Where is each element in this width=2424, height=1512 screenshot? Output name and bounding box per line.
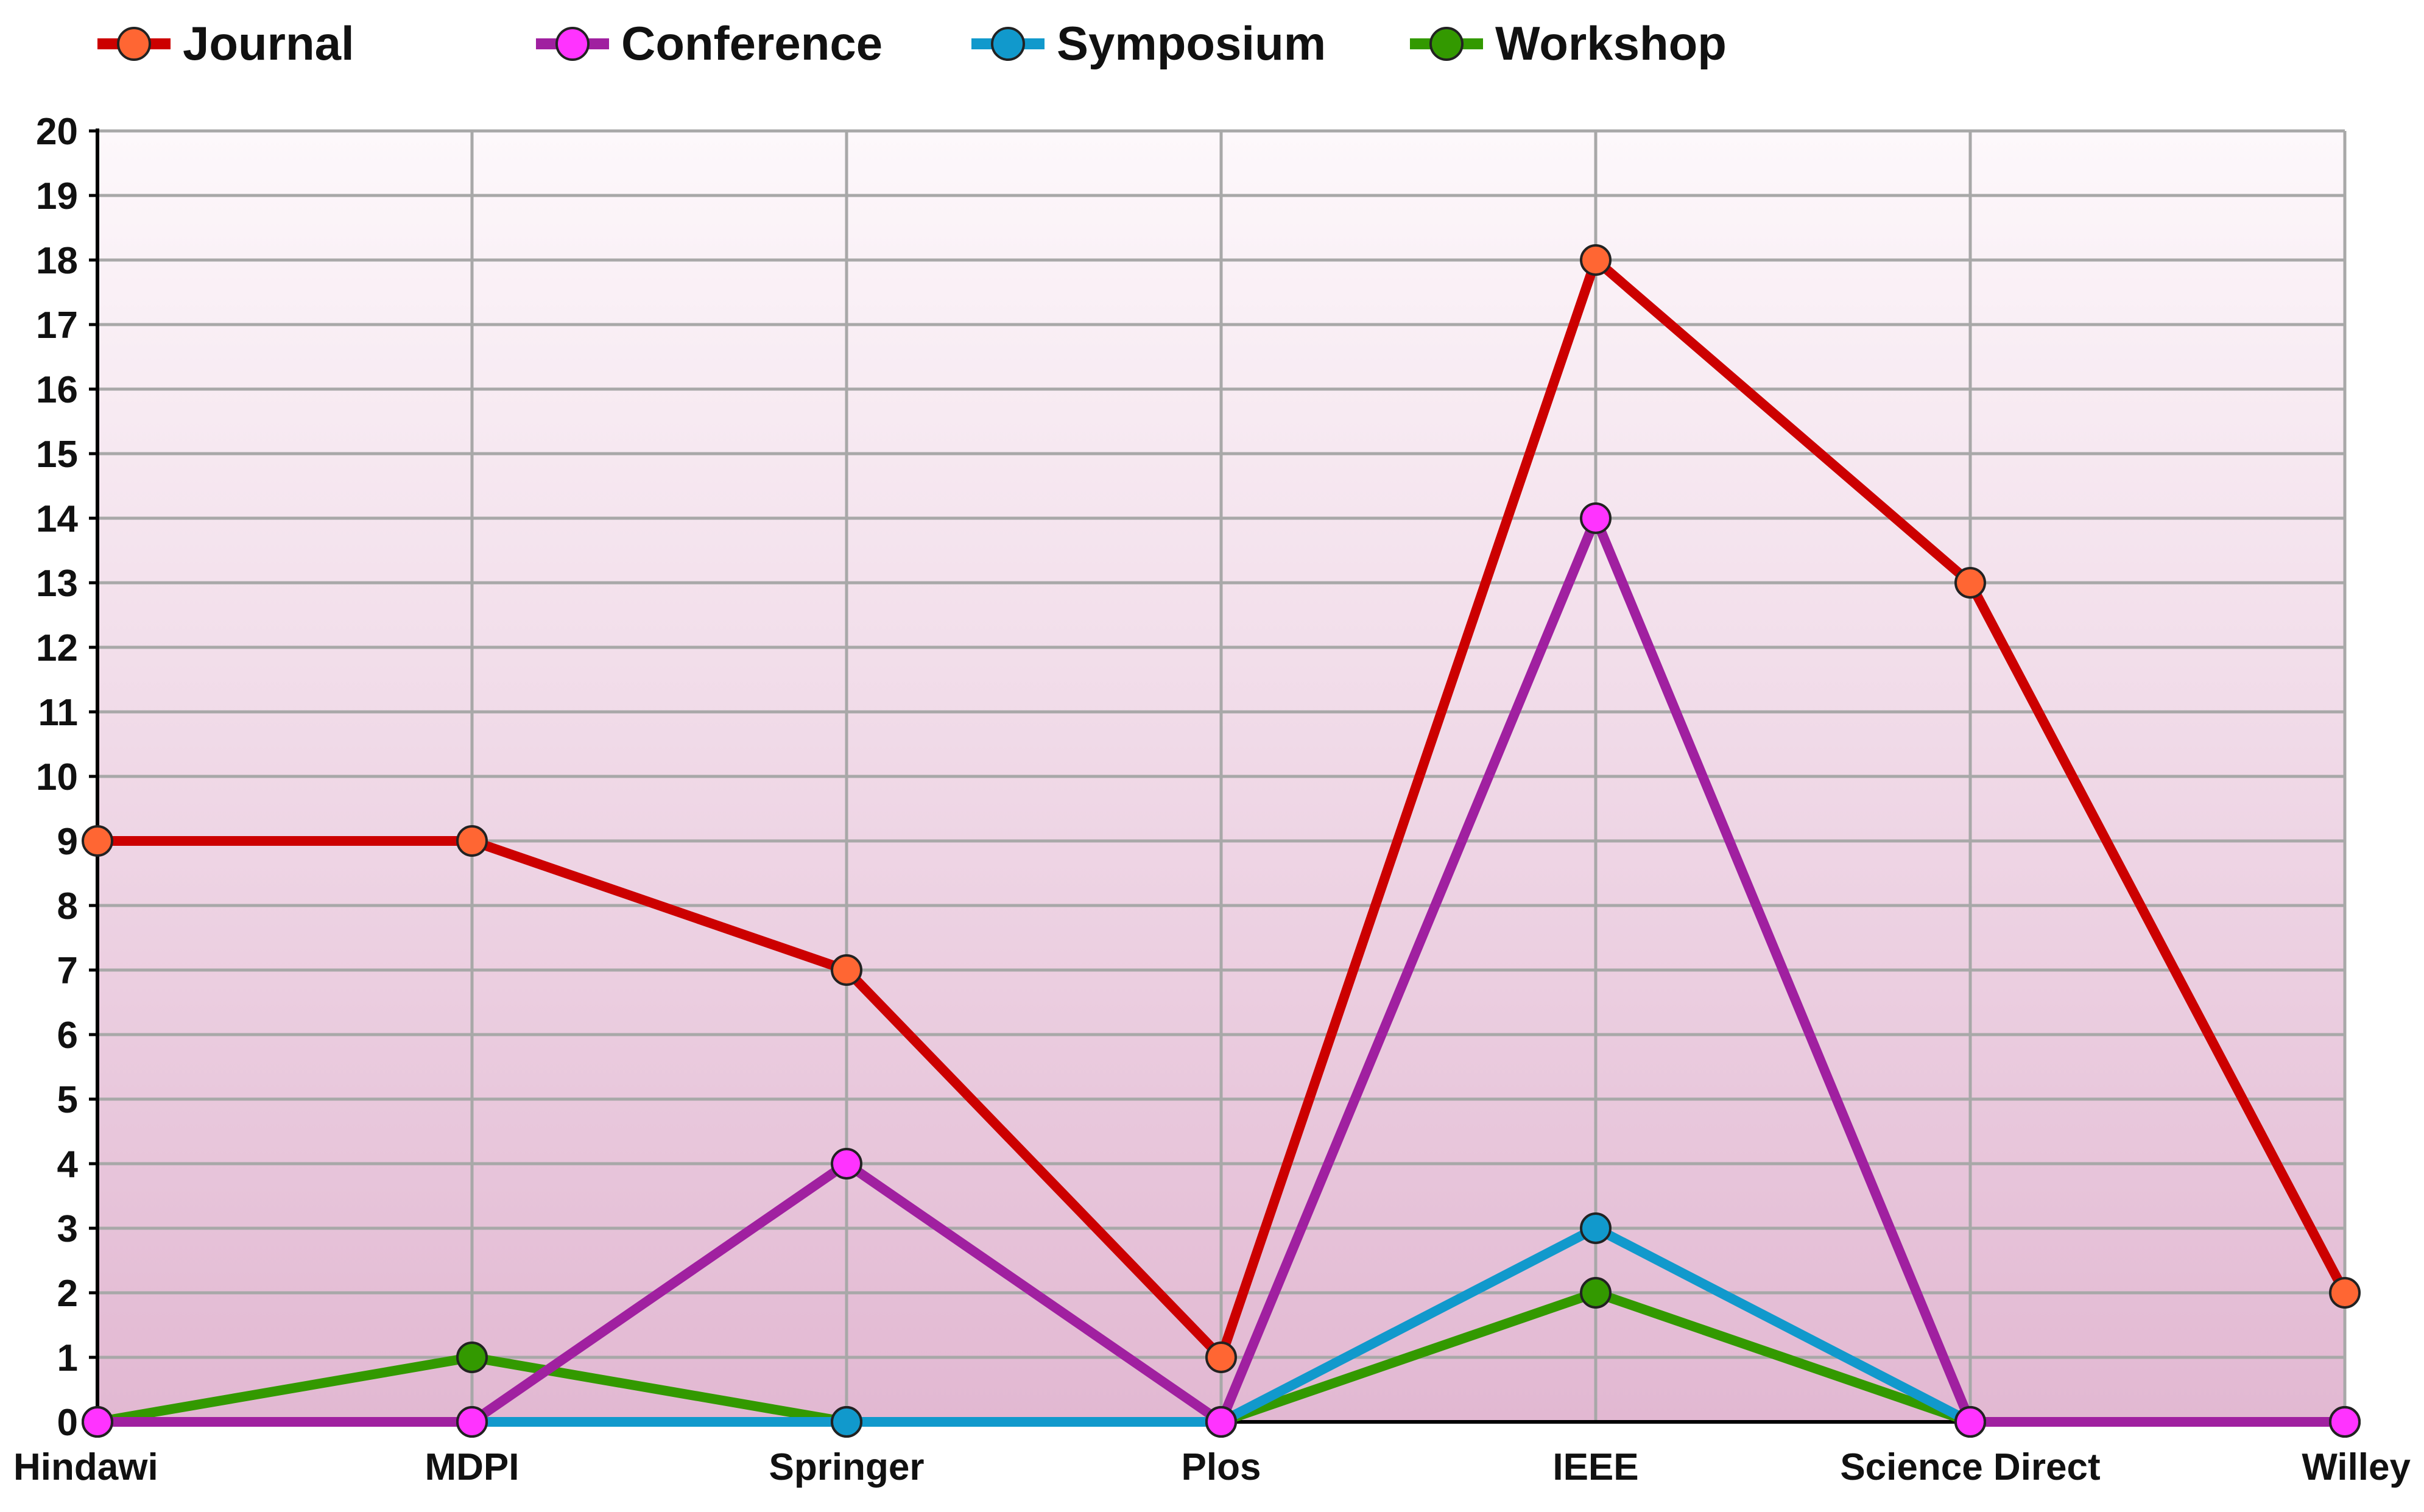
data-point-journal	[1580, 244, 1612, 276]
y-tick-label: 11	[38, 692, 78, 734]
x-tick-label: Hindawi	[13, 1446, 158, 1488]
x-tick-label: Springer	[769, 1446, 925, 1488]
legend-label-symposium: Symposium	[1057, 16, 1326, 70]
y-tick-label: 16	[36, 369, 78, 411]
data-point-symposium	[831, 1406, 862, 1438]
data-point-journal	[1954, 567, 1986, 599]
data-point-conference	[1954, 1406, 1986, 1438]
legend-marker-journal	[117, 27, 151, 61]
y-tick-label: 18	[36, 240, 78, 282]
y-tick-label: 2	[57, 1273, 78, 1315]
data-point-journal	[2329, 1277, 2361, 1309]
legend-label-journal: Journal	[183, 16, 354, 70]
y-tick-label: 8	[57, 885, 78, 927]
x-tick-label: IEEE	[1552, 1446, 1638, 1488]
legend-label-conference: Conference	[621, 16, 883, 70]
y-tick-label: 1	[57, 1337, 78, 1379]
legend-marker-conference	[555, 27, 590, 61]
y-tick-label: 20	[36, 111, 78, 153]
series-markers	[82, 244, 2361, 1438]
y-tick-label: 10	[36, 756, 78, 798]
y-tick-label: 13	[36, 563, 78, 605]
data-point-journal	[1205, 1341, 1237, 1373]
legend: Journal Conference Symposium Workshop	[97, 16, 1727, 70]
y-tick-label: 15	[36, 434, 78, 476]
data-point-conference	[2329, 1406, 2361, 1438]
legend-marker-workshop	[1429, 27, 1464, 61]
data-point-workshop	[456, 1341, 488, 1373]
y-tick-label: 7	[57, 950, 78, 992]
y-tick-label: 9	[57, 821, 78, 863]
y-tick-label: 12	[36, 627, 78, 669]
y-tick-label: 5	[57, 1079, 78, 1121]
data-point-journal	[456, 825, 488, 857]
data-point-conference	[82, 1406, 113, 1438]
x-tick-label: Plos	[1182, 1446, 1261, 1488]
x-tick-label: Science Direct	[1840, 1446, 2100, 1488]
x-tick-label: Willey	[2302, 1446, 2411, 1488]
y-tick-label: 6	[57, 1014, 78, 1057]
legend-marker-symposium	[991, 27, 1025, 61]
y-tick-label: 4	[57, 1144, 79, 1186]
x-tick-label: MDPI	[425, 1446, 520, 1488]
data-point-conference	[831, 1148, 862, 1180]
data-point-journal	[82, 825, 113, 857]
data-point-workshop	[1580, 1277, 1612, 1309]
data-point-conference	[456, 1406, 488, 1438]
legend-label-workshop: Workshop	[1495, 16, 1727, 70]
data-point-conference	[1205, 1406, 1237, 1438]
data-point-conference	[1580, 502, 1612, 534]
data-point-symposium	[1580, 1212, 1612, 1244]
y-tick-label: 19	[36, 175, 78, 217]
data-point-journal	[831, 954, 862, 986]
y-tick-label: 3	[57, 1208, 78, 1250]
x-tick-labels: Hindawi MDPI Springer Plos IEEE Science Direc…	[13, 1446, 2411, 1488]
grid	[96, 129, 2347, 1424]
y-tick-label: 0	[57, 1402, 78, 1444]
y-tick-label: 17	[36, 304, 78, 346]
y-tick-label: 14	[36, 498, 78, 540]
